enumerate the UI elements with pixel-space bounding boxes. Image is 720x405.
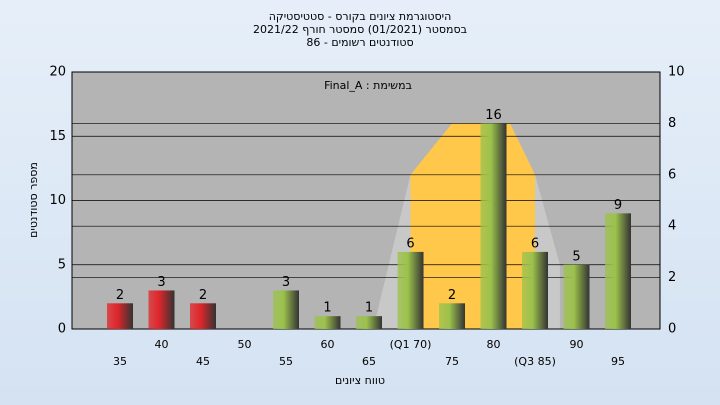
- bar: [480, 123, 507, 330]
- y2-tick-label: 2: [668, 270, 676, 285]
- y2-tick-label: 10: [668, 65, 685, 80]
- x-tick-label: (Q1 70): [390, 338, 432, 351]
- y2-tick-label: 4: [668, 219, 676, 234]
- x-tick-label: 95: [611, 355, 625, 368]
- data-label: 5: [572, 249, 580, 264]
- data-label: 9: [614, 198, 622, 213]
- y2-tick-label: 0: [668, 322, 676, 337]
- x-tick-label: 55: [279, 355, 293, 368]
- chart-title: היסטוגרמת ציונים בקורס - סטטיסטיקה: [269, 10, 452, 23]
- x-tick-label: 45: [196, 355, 210, 368]
- data-label: 2: [448, 288, 456, 303]
- y-tick-label: 10: [49, 193, 66, 208]
- y2-tick-label: 8: [668, 116, 676, 131]
- bar: [190, 303, 216, 329]
- data-label: 3: [157, 275, 165, 290]
- data-label: 3: [282, 275, 290, 290]
- data-label: 6: [406, 236, 414, 251]
- chart-subtitle: בסמסטר (01/2021) סמסטר חורף 2021/22: [253, 23, 467, 36]
- y2-tick-label: 6: [668, 167, 676, 182]
- y-axis-label: מספר סטודנטים: [27, 162, 40, 238]
- y-tick-label: 5: [58, 257, 66, 272]
- data-label: 6: [531, 236, 539, 251]
- data-label: 16: [485, 108, 502, 123]
- x-tick-label: 65: [362, 355, 376, 368]
- data-label: 1: [365, 301, 373, 316]
- x-tick-label: 90: [570, 338, 584, 351]
- annotation: Final_A : במשימת: [324, 79, 412, 92]
- bar: [273, 290, 299, 329]
- bar: [439, 303, 465, 329]
- x-tick-label: 40: [155, 338, 169, 351]
- bar: [563, 264, 590, 329]
- bar: [356, 316, 382, 329]
- data-label: 2: [199, 288, 207, 303]
- bar: [397, 251, 424, 329]
- bar: [148, 290, 175, 329]
- x-tick-label: 75: [445, 355, 459, 368]
- x-tick-label: (Q3 85): [514, 355, 556, 368]
- bar: [314, 316, 341, 329]
- y-tick-label: 15: [49, 129, 66, 144]
- bar: [107, 303, 133, 329]
- bar: [605, 213, 631, 329]
- y-tick-label: 20: [49, 65, 66, 80]
- bar: [522, 251, 548, 329]
- data-label: 2: [116, 288, 124, 303]
- x-axis-label: טווח ציונים: [335, 374, 385, 387]
- data-label: 1: [323, 301, 331, 316]
- chart-subtitle: סטודנטים רשומים - 86: [306, 36, 413, 49]
- x-tick-label: 35: [113, 355, 127, 368]
- x-tick-label: 50: [238, 338, 252, 351]
- y-tick-label: 0: [58, 322, 66, 337]
- x-tick-label: 80: [487, 338, 501, 351]
- x-tick-label: 60: [321, 338, 335, 351]
